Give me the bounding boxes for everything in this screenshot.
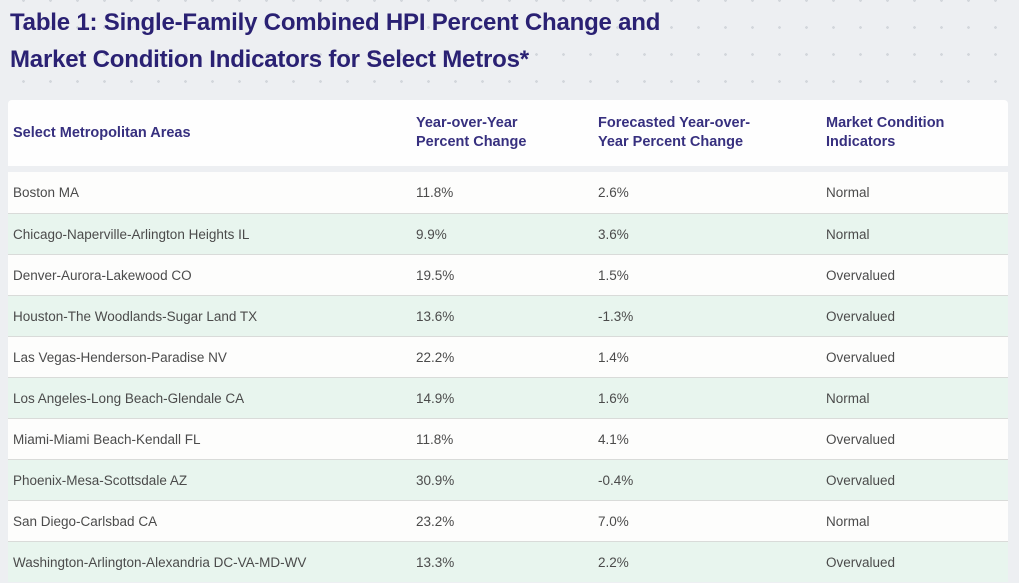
column-header-yoy: Year-over-Year Percent Change bbox=[416, 115, 527, 150]
yoy-cell: 13.6% bbox=[416, 308, 455, 324]
forecast-cell: 7.0% bbox=[598, 513, 629, 529]
yoy-cell: 30.9% bbox=[416, 472, 455, 488]
forecast-cell: 2.6% bbox=[598, 185, 629, 200]
metro-cell: San Diego-Carlsbad CA bbox=[13, 513, 158, 529]
table-body: Boston MA 11.8% 2.6% Normal Chicago-Napervil… bbox=[8, 172, 1008, 582]
table-row: Denver-Aurora-Lakewood CO 19.5% 1.5% Overva… bbox=[8, 254, 1008, 295]
indicator-cell: Normal bbox=[826, 390, 870, 406]
column-header-metro: Select Metropolitan Areas bbox=[13, 124, 191, 141]
metro-cell: Phoenix-Mesa-Scottsdale AZ bbox=[13, 472, 188, 488]
indicator-cell: Overvalued bbox=[826, 308, 896, 324]
column-header-forecast: Forecasted Year-over-Year Percent Change bbox=[598, 115, 751, 150]
yoy-cell: 11.8% bbox=[416, 185, 454, 200]
forecast-cell: 1.6% bbox=[598, 390, 629, 406]
forecast-cell: 1.4% bbox=[598, 349, 629, 365]
forecast-cell: 2.2% bbox=[598, 554, 629, 570]
page-title-line1: Table 1: Single-Family Combined HPI Perc… bbox=[10, 9, 661, 36]
indicator-cell: Overvalued bbox=[826, 431, 896, 447]
indicator-cell: Overvalued bbox=[826, 472, 896, 488]
forecast-cell: -0.4% bbox=[598, 472, 634, 488]
yoy-cell: 22.2% bbox=[416, 349, 455, 365]
yoy-cell: 9.9% bbox=[416, 226, 447, 242]
table-header-row: Select Metropolitan Areas Year-over-Year… bbox=[8, 100, 1008, 166]
table-row: Miami-Miami Beach-Kendall FL 11.8% 4.1% Ove… bbox=[8, 418, 1008, 459]
yoy-cell: 23.2% bbox=[416, 513, 455, 529]
hpi-table: Select Metropolitan Areas Year-over-Year… bbox=[8, 100, 1008, 582]
indicator-cell: Overvalued bbox=[826, 349, 896, 365]
metro-cell: Denver-Aurora-Lakewood CO bbox=[13, 267, 192, 283]
metro-cell: Los Angeles-Long Beach-Glendale CA bbox=[13, 390, 245, 406]
yoy-cell: 13.3% bbox=[416, 554, 455, 570]
forecast-cell: 3.6% bbox=[598, 226, 629, 242]
page-title: Table 1: Single-Family Combined HPI Perc… bbox=[10, 4, 840, 78]
yoy-cell: 11.8% bbox=[416, 431, 454, 447]
table-row: Washington-Arlington-Alexandria DC-VA-MD… bbox=[8, 541, 1008, 582]
indicator-cell: Normal bbox=[826, 226, 870, 242]
column-header-indicator: Market Condition Indicators bbox=[826, 115, 945, 150]
metro-cell: Chicago-Naperville-Arlington Heights IL bbox=[13, 226, 250, 242]
yoy-cell: 14.9% bbox=[416, 390, 455, 406]
metro-cell: Houston-The Woodlands-Sugar Land TX bbox=[13, 308, 258, 324]
yoy-cell: 19.5% bbox=[416, 267, 455, 283]
indicator-cell: Overvalued bbox=[826, 554, 896, 570]
metro-cell: Miami-Miami Beach-Kendall FL bbox=[13, 431, 201, 447]
metro-cell: Washington-Arlington-Alexandria DC-VA-MD… bbox=[13, 554, 307, 570]
table-row: San Diego-Carlsbad CA 23.2% 7.0% Normal bbox=[8, 500, 1008, 541]
indicator-cell: Overvalued bbox=[826, 267, 896, 283]
indicator-cell: Normal bbox=[826, 185, 870, 200]
forecast-cell: 1.5% bbox=[598, 267, 629, 283]
indicator-cell: Normal bbox=[826, 513, 870, 529]
table-row: Phoenix-Mesa-Scottsdale AZ 30.9% -0.4% Over… bbox=[8, 459, 1008, 500]
table-row: Boston MA 11.8% 2.6% Normal bbox=[8, 172, 1008, 213]
table-row: Los Angeles-Long Beach-Glendale CA 14.9% 1… bbox=[8, 377, 1008, 418]
table-row: Houston-The Woodlands-Sugar Land TX 13.6%… bbox=[8, 295, 1008, 336]
forecast-cell: 4.1% bbox=[598, 431, 629, 447]
metro-cell: Boston MA bbox=[13, 185, 80, 200]
page-title-line2: Market Condition Indicators for Select M… bbox=[10, 46, 529, 73]
table-row: Las Vegas-Henderson-Paradise NV 22.2% 1.4%… bbox=[8, 336, 1008, 377]
forecast-cell: -1.3% bbox=[598, 308, 634, 324]
table-row: Chicago-Naperville-Arlington Heights IL 9… bbox=[8, 213, 1008, 254]
metro-cell: Las Vegas-Henderson-Paradise NV bbox=[13, 349, 227, 365]
